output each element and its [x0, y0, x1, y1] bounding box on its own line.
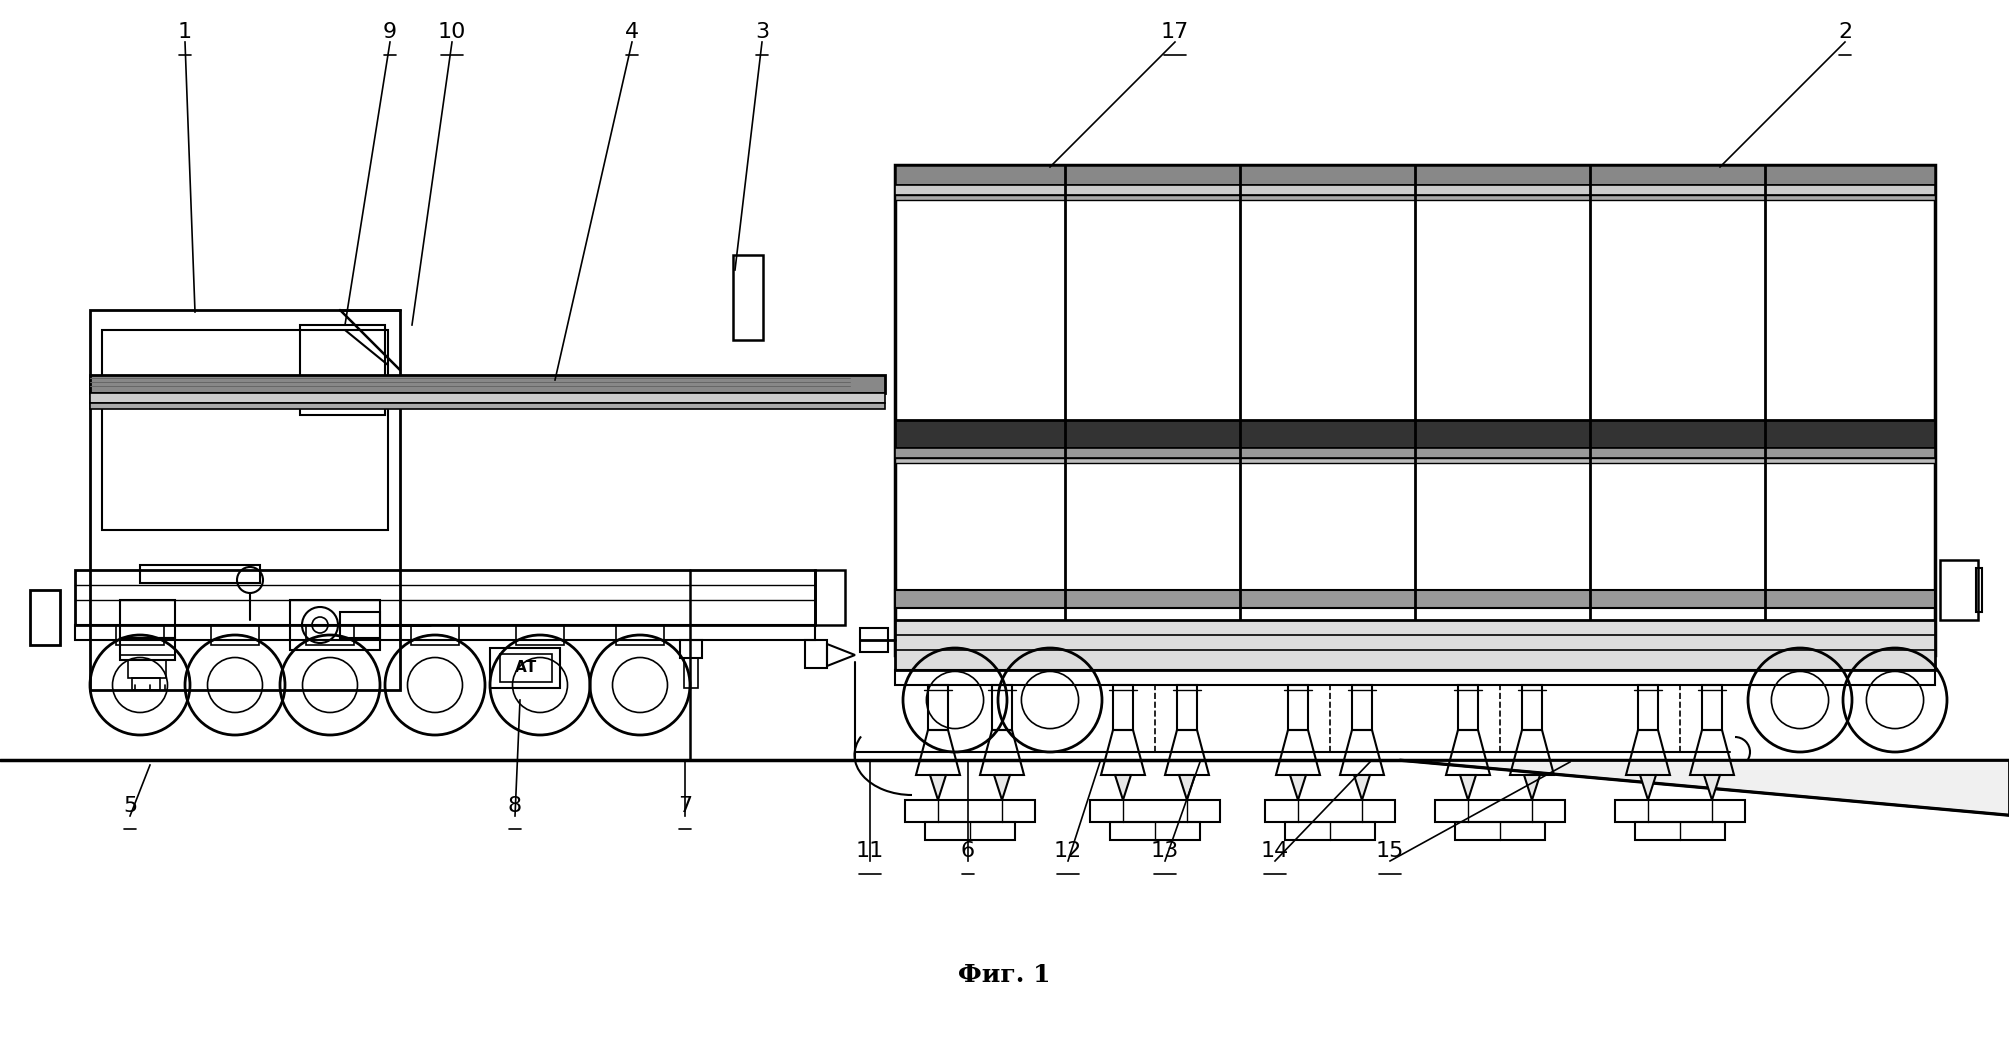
Bar: [894, 165, 1935, 185]
Text: 7: 7: [677, 796, 691, 816]
Text: 8: 8: [508, 796, 522, 816]
Bar: [894, 165, 1935, 655]
Polygon shape: [930, 775, 946, 800]
Bar: [894, 620, 1935, 670]
Text: 13: 13: [1151, 841, 1179, 861]
Bar: [1615, 800, 1746, 822]
Bar: [211, 625, 259, 645]
Bar: [1434, 800, 1565, 822]
Bar: [1177, 685, 1197, 730]
Bar: [90, 375, 886, 393]
Bar: [1091, 800, 1219, 822]
Bar: [894, 195, 1935, 199]
Polygon shape: [1354, 775, 1370, 800]
Bar: [74, 625, 816, 640]
Text: АТ: АТ: [514, 661, 536, 675]
Bar: [1113, 685, 1133, 730]
Bar: [299, 325, 386, 415]
Polygon shape: [1179, 775, 1195, 800]
Bar: [733, 255, 763, 340]
Polygon shape: [1115, 775, 1131, 800]
Polygon shape: [1639, 775, 1655, 800]
Text: 14: 14: [1262, 841, 1290, 861]
Bar: [90, 403, 886, 409]
Bar: [500, 654, 552, 682]
Bar: [679, 640, 701, 658]
Text: 4: 4: [625, 22, 639, 42]
Bar: [1111, 822, 1199, 840]
Text: 9: 9: [384, 22, 398, 42]
Bar: [516, 625, 565, 645]
Bar: [860, 628, 888, 652]
Bar: [90, 393, 886, 403]
Polygon shape: [1461, 775, 1477, 800]
Bar: [617, 625, 665, 645]
Bar: [1523, 685, 1543, 730]
Polygon shape: [1525, 775, 1541, 800]
Bar: [683, 658, 697, 688]
Bar: [924, 822, 1015, 840]
Bar: [894, 185, 1935, 195]
Bar: [90, 310, 400, 690]
Text: 2: 2: [1838, 22, 1852, 42]
Bar: [289, 600, 380, 650]
Bar: [1459, 685, 1479, 730]
Bar: [141, 565, 259, 583]
Bar: [928, 685, 948, 730]
Bar: [490, 648, 561, 688]
Bar: [1637, 685, 1657, 730]
Text: 1: 1: [179, 22, 193, 42]
Bar: [1352, 685, 1372, 730]
Bar: [816, 570, 846, 625]
Bar: [129, 660, 167, 678]
Bar: [1977, 568, 1983, 612]
Bar: [894, 448, 1935, 458]
Bar: [121, 638, 175, 660]
Bar: [1266, 800, 1394, 822]
Bar: [1455, 822, 1545, 840]
Polygon shape: [1290, 775, 1306, 800]
Bar: [1288, 685, 1308, 730]
Bar: [1941, 560, 1979, 620]
Bar: [992, 685, 1013, 730]
Bar: [305, 625, 354, 645]
Text: 3: 3: [755, 22, 769, 42]
Bar: [1702, 685, 1722, 730]
Bar: [133, 678, 161, 690]
Bar: [1286, 822, 1374, 840]
Bar: [806, 640, 828, 668]
Polygon shape: [994, 775, 1011, 800]
Bar: [894, 458, 1935, 463]
Bar: [74, 570, 816, 625]
Text: 17: 17: [1161, 22, 1189, 42]
Text: 5: 5: [123, 796, 137, 816]
Bar: [117, 625, 165, 645]
Polygon shape: [1704, 775, 1720, 800]
Polygon shape: [1400, 760, 2009, 815]
Bar: [904, 800, 1035, 822]
Bar: [894, 590, 1935, 608]
Bar: [30, 590, 60, 645]
Text: 6: 6: [960, 841, 974, 861]
Text: Фиг. 1: Фиг. 1: [958, 963, 1051, 987]
Text: 15: 15: [1376, 841, 1404, 861]
Bar: [894, 670, 1935, 685]
Bar: [894, 420, 1935, 448]
Text: 10: 10: [438, 22, 466, 42]
Bar: [1635, 822, 1726, 840]
Bar: [102, 330, 388, 530]
Bar: [340, 612, 380, 638]
Text: 12: 12: [1055, 841, 1083, 861]
Bar: [412, 625, 458, 645]
Bar: [121, 600, 175, 638]
Text: 11: 11: [856, 841, 884, 861]
